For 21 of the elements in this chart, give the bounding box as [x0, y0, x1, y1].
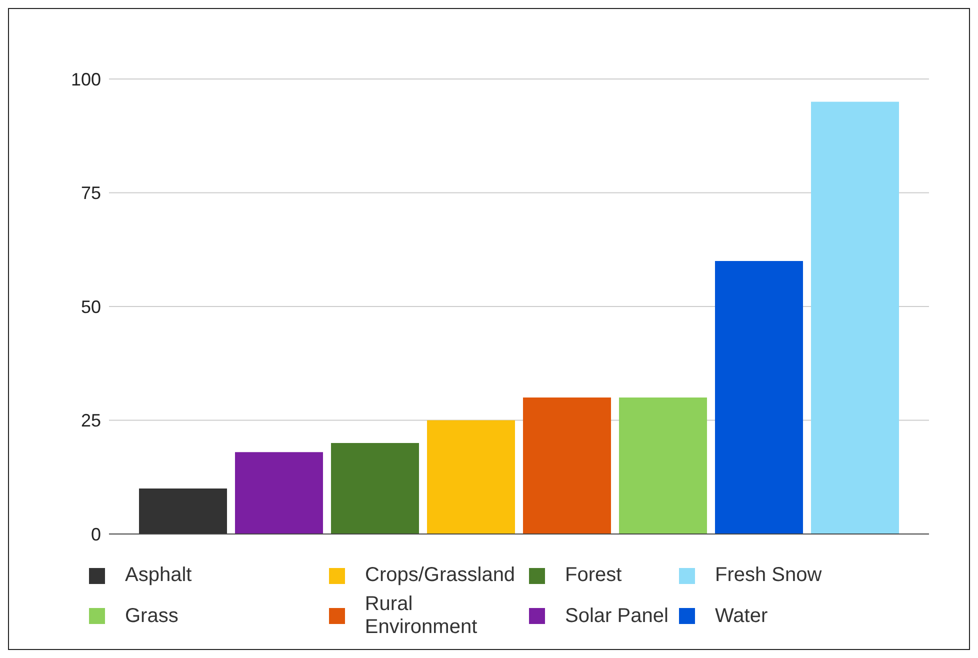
legend-label: Grass — [125, 604, 178, 628]
legend-label: Forest — [565, 564, 622, 587]
legend-label: Fresh Snow — [715, 564, 822, 587]
y-tick-label: 0 — [90, 524, 101, 544]
bar — [523, 398, 611, 534]
y-tick-label: 100 — [70, 69, 101, 90]
bar — [139, 488, 227, 534]
bar — [427, 420, 515, 534]
legend-label: Crops/Grassland — [365, 564, 516, 587]
bar — [619, 398, 707, 534]
legend-label: Water — [715, 604, 768, 628]
legend-label: Rural Environment — [364, 593, 478, 639]
legend-label: Solar Panel — [565, 604, 668, 628]
bar — [331, 443, 419, 534]
bar — [811, 102, 899, 534]
bar — [235, 452, 323, 534]
legend-label: Asphalt — [125, 564, 192, 587]
y-tick-label: 25 — [80, 410, 101, 431]
y-tick-label: 75 — [80, 183, 101, 204]
y-tick-label: 50 — [80, 296, 101, 317]
bar — [715, 261, 803, 534]
